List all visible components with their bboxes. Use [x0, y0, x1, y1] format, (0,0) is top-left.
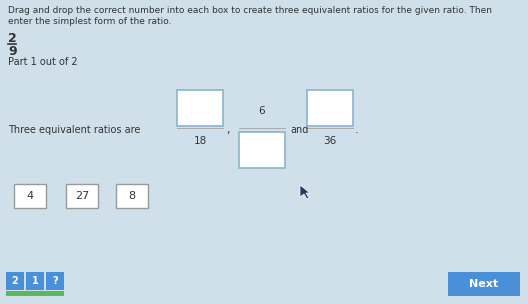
Text: enter the simplest form of the ratio.: enter the simplest form of the ratio.	[8, 17, 172, 26]
Text: 18: 18	[193, 136, 206, 146]
Text: .: .	[355, 125, 359, 135]
Text: 1: 1	[32, 276, 39, 286]
Text: 27: 27	[75, 191, 89, 201]
Bar	[116, 184, 148, 208]
Text: 8: 8	[128, 191, 136, 201]
Bar	[307, 90, 353, 126]
Text: 6: 6	[259, 106, 265, 116]
Text: ?: ?	[52, 276, 58, 286]
Text: Next: Next	[469, 279, 498, 289]
Text: 4: 4	[26, 191, 34, 201]
Bar	[177, 90, 223, 126]
Bar	[6, 272, 24, 290]
Text: ,: ,	[226, 125, 230, 135]
Bar	[6, 291, 64, 296]
Text: Drag and drop the correct number into each box to create three equivalent ratios: Drag and drop the correct number into ea…	[8, 6, 492, 15]
Bar	[66, 184, 98, 208]
Bar	[239, 132, 285, 168]
Text: and: and	[290, 125, 308, 135]
Text: 2: 2	[12, 276, 18, 286]
Bar	[448, 272, 520, 296]
Text: Three equivalent ratios are: Three equivalent ratios are	[8, 125, 140, 135]
Text: 9: 9	[8, 45, 16, 58]
Bar	[26, 272, 44, 290]
Bar	[46, 272, 64, 290]
Text: 2: 2	[8, 32, 17, 45]
Bar	[14, 184, 46, 208]
Text: Part 1 out of 2: Part 1 out of 2	[8, 57, 78, 67]
Polygon shape	[300, 185, 310, 199]
Text: 36: 36	[323, 136, 337, 146]
